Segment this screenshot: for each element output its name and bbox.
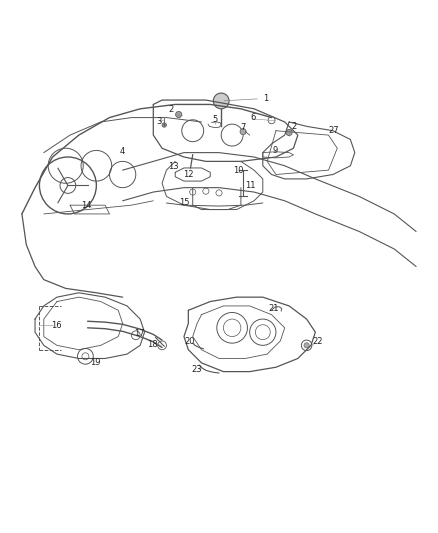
Text: 7: 7 [240, 123, 246, 132]
Text: 6: 6 [251, 113, 256, 122]
Text: 12: 12 [183, 170, 194, 179]
Circle shape [162, 123, 166, 127]
Text: 16: 16 [51, 321, 61, 330]
Circle shape [304, 343, 309, 348]
Text: 14: 14 [81, 201, 92, 209]
Text: 21: 21 [268, 304, 279, 313]
Text: 23: 23 [191, 365, 201, 374]
Text: 17: 17 [134, 329, 145, 338]
Text: 20: 20 [184, 337, 194, 346]
Text: 11: 11 [245, 181, 256, 190]
Text: 5: 5 [212, 115, 217, 124]
Text: 9: 9 [272, 147, 278, 155]
Circle shape [286, 130, 292, 135]
Text: 27: 27 [328, 126, 339, 135]
Text: 18: 18 [147, 340, 158, 349]
Text: 2: 2 [291, 122, 297, 131]
Circle shape [213, 93, 229, 109]
Text: 2: 2 [169, 106, 179, 115]
Text: 4: 4 [120, 147, 125, 156]
Text: 15: 15 [179, 198, 189, 207]
Text: 13: 13 [168, 162, 178, 171]
Circle shape [240, 128, 246, 135]
Circle shape [176, 111, 182, 118]
Text: 10: 10 [233, 166, 244, 175]
Text: 3: 3 [156, 117, 161, 126]
Text: 19: 19 [90, 358, 101, 367]
Text: 1: 1 [224, 94, 268, 103]
Text: 22: 22 [312, 337, 323, 346]
